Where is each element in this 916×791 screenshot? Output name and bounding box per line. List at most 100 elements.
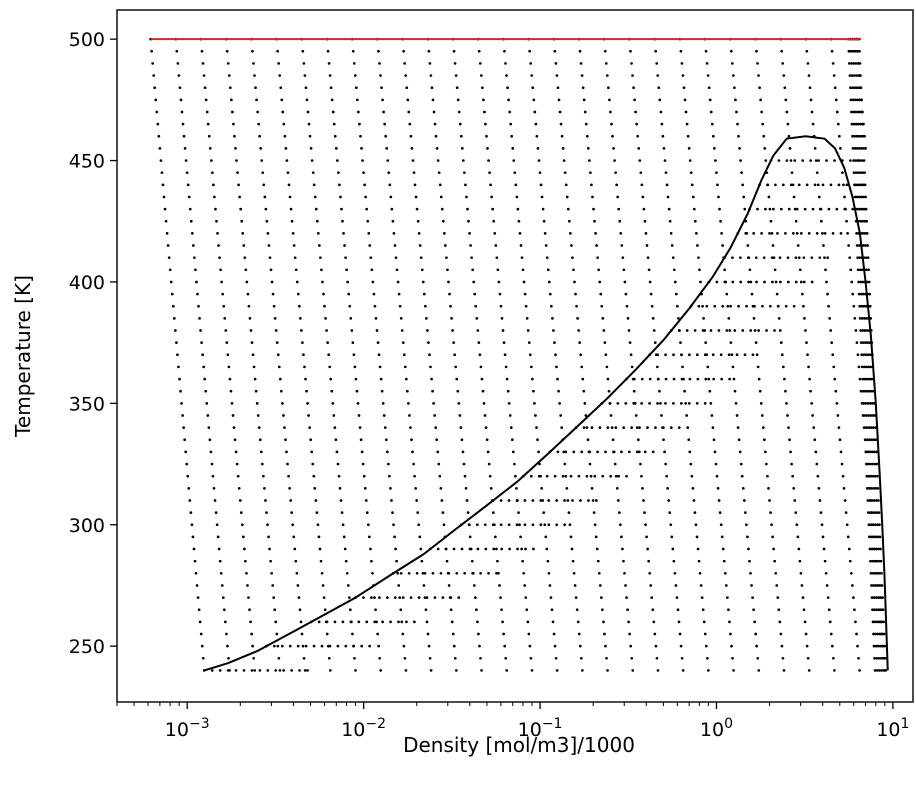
- scatter-point: [376, 632, 379, 636]
- scatter-point: [647, 268, 651, 272]
- scatter-point: [531, 523, 535, 527]
- scatter-point: [611, 438, 615, 442]
- scatter-point: [374, 317, 378, 320]
- scatter-point: [157, 134, 161, 138]
- scatter-point: [339, 499, 343, 502]
- scatter-point: [648, 571, 652, 575]
- scatter-point: [311, 171, 315, 175]
- scatter-point: [156, 122, 160, 126]
- scatter-point: [672, 268, 676, 272]
- scatter-point: [564, 474, 568, 478]
- scatter-point: [277, 62, 281, 65]
- scatter-point: [373, 620, 377, 624]
- scatter-point: [749, 280, 753, 284]
- scatter-point: [385, 596, 389, 599]
- scatter-point: [209, 159, 213, 162]
- scatter-point: [852, 110, 855, 114]
- scatter-point: [873, 608, 876, 612]
- scatter-point: [545, 547, 549, 551]
- scatter-point: [858, 377, 862, 381]
- scatter-point: [567, 219, 571, 223]
- scatter-point: [168, 268, 172, 272]
- scatter-point: [695, 232, 698, 235]
- scatter-point: [861, 341, 865, 344]
- scatter-point: [862, 353, 866, 357]
- scatter-point: [761, 426, 765, 429]
- scatter-point: [871, 523, 875, 527]
- scatter-point: [575, 608, 579, 612]
- scatter-point: [154, 98, 158, 102]
- scatter-point: [878, 632, 882, 636]
- scatter-point: [786, 256, 790, 260]
- scatter-point: [866, 499, 870, 502]
- scatter-point: [875, 571, 879, 575]
- scatter-point: [253, 74, 256, 77]
- scatter-point: [445, 559, 449, 563]
- scatter-point: [764, 159, 768, 162]
- scatter-point: [708, 389, 712, 393]
- scatter-point: [451, 632, 455, 636]
- scatter-point: [871, 571, 875, 575]
- scatter-point: [626, 608, 629, 612]
- scatter-point: [701, 329, 705, 332]
- scatter-point: [377, 353, 381, 357]
- scatter-point: [484, 426, 488, 429]
- scatter-point: [208, 438, 212, 442]
- scatter-point: [565, 195, 569, 199]
- scatter-point: [344, 559, 348, 563]
- scatter-point: [616, 499, 620, 502]
- scatter-point: [306, 110, 310, 114]
- scatter-point: [490, 195, 494, 199]
- scatter-point: [768, 304, 772, 308]
- scatter-point: [418, 535, 422, 539]
- scatter-point: [870, 499, 874, 502]
- scatter-point: [563, 523, 567, 527]
- scatter-point: [863, 377, 867, 381]
- scatter-point: [739, 256, 742, 260]
- scatter-point: [268, 256, 272, 260]
- scatter-point: [876, 644, 880, 648]
- scatter-point: [539, 523, 543, 527]
- scatter-point: [860, 195, 863, 199]
- scatter-point: [310, 450, 314, 454]
- scatter-point: [465, 499, 469, 502]
- scatter-point: [774, 571, 778, 575]
- scatter-point: [677, 317, 680, 320]
- scatter-point: [563, 499, 566, 502]
- scatter-point: [833, 159, 836, 162]
- scatter-point: [373, 596, 376, 599]
- scatter-point: [435, 438, 439, 442]
- scatter-point: [487, 159, 490, 162]
- scatter-point: [425, 620, 429, 624]
- scatter-point: [464, 183, 467, 187]
- scatter-point: [619, 232, 623, 235]
- scatter-point: [181, 414, 184, 417]
- scatter-point: [557, 389, 560, 393]
- scatter-point: [220, 280, 223, 284]
- scatter-point: [815, 171, 819, 175]
- scatter-point: [320, 268, 323, 272]
- scatter-point: [266, 523, 269, 527]
- scatter-point: [869, 523, 873, 527]
- scatter-point: [863, 219, 866, 223]
- scatter-point: [491, 207, 495, 211]
- scatter-point: [608, 98, 611, 102]
- scatter-point: [518, 232, 522, 235]
- scatter-point: [257, 426, 261, 429]
- scatter-point: [873, 571, 877, 575]
- scatter-point: [357, 110, 360, 114]
- scatter-point: [875, 462, 879, 466]
- scatter-point: [408, 122, 412, 126]
- scatter-point: [344, 256, 347, 260]
- scatter-point: [876, 596, 880, 599]
- scatter-point: [233, 438, 237, 442]
- scatter-point: [707, 377, 711, 381]
- scatter-point: [826, 256, 830, 260]
- scatter-point: [868, 438, 871, 442]
- scatter-point: [447, 571, 451, 575]
- scatter-point: [184, 450, 188, 454]
- scatter-point: [858, 49, 861, 53]
- scatter-point: [629, 353, 633, 357]
- scatter-point: [541, 207, 545, 211]
- scatter-point: [373, 304, 377, 308]
